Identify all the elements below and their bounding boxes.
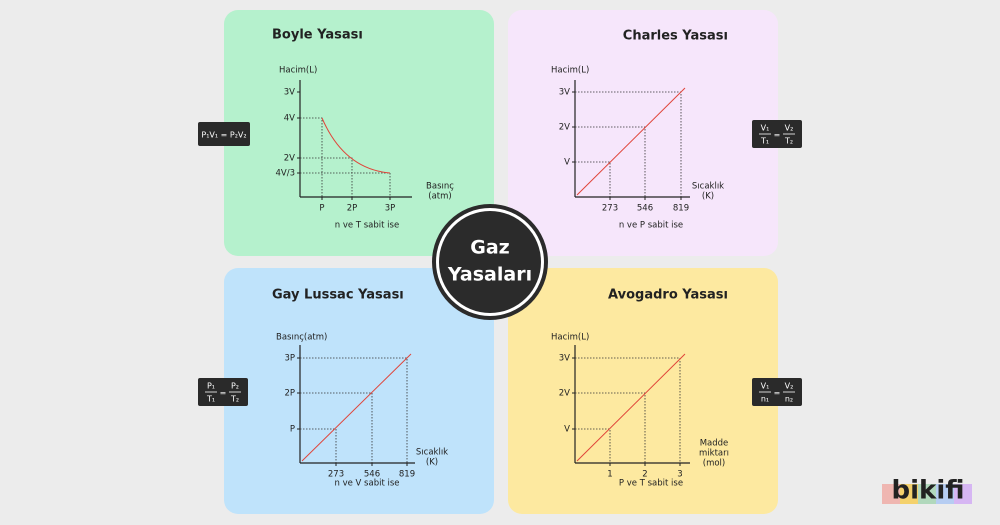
formula-box [752, 378, 802, 406]
guide-line [300, 357, 408, 463]
x-axis-label: (mol) [703, 459, 725, 469]
x-axis-label: (K) [426, 458, 438, 468]
x-tick-label: 819 [399, 470, 415, 480]
condition: n ve T sabit ise [335, 221, 399, 231]
formula-numerator: V₂ [785, 382, 794, 391]
guide-line [575, 428, 611, 463]
panel-title: Boyle Yasası [272, 28, 363, 43]
y-tick-label: 3V [559, 354, 570, 364]
guide-line [575, 357, 681, 463]
x-tick-label: 273 [602, 204, 618, 214]
line [576, 353, 686, 462]
formula-box [752, 120, 802, 148]
formula-numerator: V₁ [761, 124, 770, 133]
y-tick-label: 2V [559, 123, 570, 133]
x-axis-label: miktarı [699, 449, 729, 459]
panel [508, 10, 778, 256]
center-title: Yasaları [447, 264, 532, 286]
panel-title: Gay Lussac Yasası [272, 288, 404, 303]
formula-equals: = [774, 131, 781, 140]
condition: n ve V sabit ise [334, 479, 399, 489]
x-tick-label: 546 [637, 204, 653, 214]
guide-line [300, 392, 373, 463]
curve [321, 117, 391, 174]
guide-line [300, 428, 337, 463]
formula-equals: = [220, 389, 227, 398]
condition: P ve T sabit ise [619, 479, 683, 489]
formula-denominator: n₁ [761, 395, 769, 404]
x-axis-label: (atm) [428, 192, 451, 202]
line [576, 87, 686, 196]
y-tick-label: 3V [284, 88, 295, 98]
x-axis-label: Basınç [426, 182, 454, 192]
logo-stripe [954, 484, 972, 504]
y-tick-label: 2P [284, 389, 295, 399]
center-inner [439, 211, 541, 313]
logo-stripe [936, 484, 954, 504]
logo: bikifi [892, 476, 965, 506]
x-tick-label: 3 [677, 470, 682, 480]
formula-equals: = [774, 389, 781, 398]
logo-stripe [882, 484, 900, 504]
formula-denominator: T₁ [206, 395, 215, 404]
x-tick-label: 546 [364, 470, 380, 480]
x-tick-label: 2P [347, 204, 358, 214]
formula-numerator: P₁ [207, 382, 215, 391]
formula: P₁V₁ = P₂V₂ [201, 131, 246, 140]
x-tick-label: 2 [642, 470, 647, 480]
formula-denominator: T₁ [760, 137, 769, 146]
y-tick-label: 4V [284, 114, 295, 124]
y-axis-label: Hacim(L) [551, 333, 589, 343]
formula-numerator: V₂ [785, 124, 794, 133]
x-axis-label: Sıcaklık [416, 448, 448, 458]
x-tick-label: 1 [607, 470, 612, 480]
logo-stripe [900, 484, 918, 504]
y-tick-label: 2V [284, 154, 295, 164]
formula-denominator: T₂ [784, 137, 793, 146]
x-axis-label: (K) [702, 192, 714, 202]
y-axis-label: Hacim(L) [551, 66, 589, 76]
y-tick-label: V [564, 425, 570, 435]
x-tick-label: P [319, 204, 324, 214]
x-tick-label: 273 [328, 470, 344, 480]
formula-numerator: V₁ [761, 382, 770, 391]
panel [224, 268, 494, 514]
logo-stripe [918, 484, 936, 504]
formula-box [198, 122, 250, 146]
y-axis-label: Basınç(atm) [276, 333, 327, 343]
panel-title: Avogadro Yasası [608, 288, 728, 303]
center-title: Gaz [470, 237, 509, 259]
x-axis-label: Sıcaklık [692, 182, 724, 192]
guide-line [300, 157, 353, 197]
y-axis-label: Hacim(L) [279, 66, 317, 76]
guide-line [575, 161, 611, 197]
panel [224, 10, 494, 256]
formula-denominator: n₂ [785, 395, 793, 404]
y-tick-label: P [290, 425, 295, 435]
y-tick-label: 4V/3 [276, 169, 296, 179]
x-tick-label: 819 [673, 204, 689, 214]
y-tick-label: 3V [559, 88, 570, 98]
y-tick-label: 3P [284, 354, 295, 364]
condition: n ve P sabit ise [619, 221, 683, 231]
y-tick-label: V [564, 158, 570, 168]
panel-title: Charles Yasası [623, 29, 728, 44]
x-tick-label: 3P [385, 204, 396, 214]
formula-box [198, 378, 248, 406]
line [301, 353, 412, 462]
formula-denominator: T₂ [230, 395, 239, 404]
x-axis-label: Madde [700, 439, 729, 449]
y-tick-label: 2V [559, 389, 570, 399]
formula-numerator: P₂ [231, 382, 239, 391]
